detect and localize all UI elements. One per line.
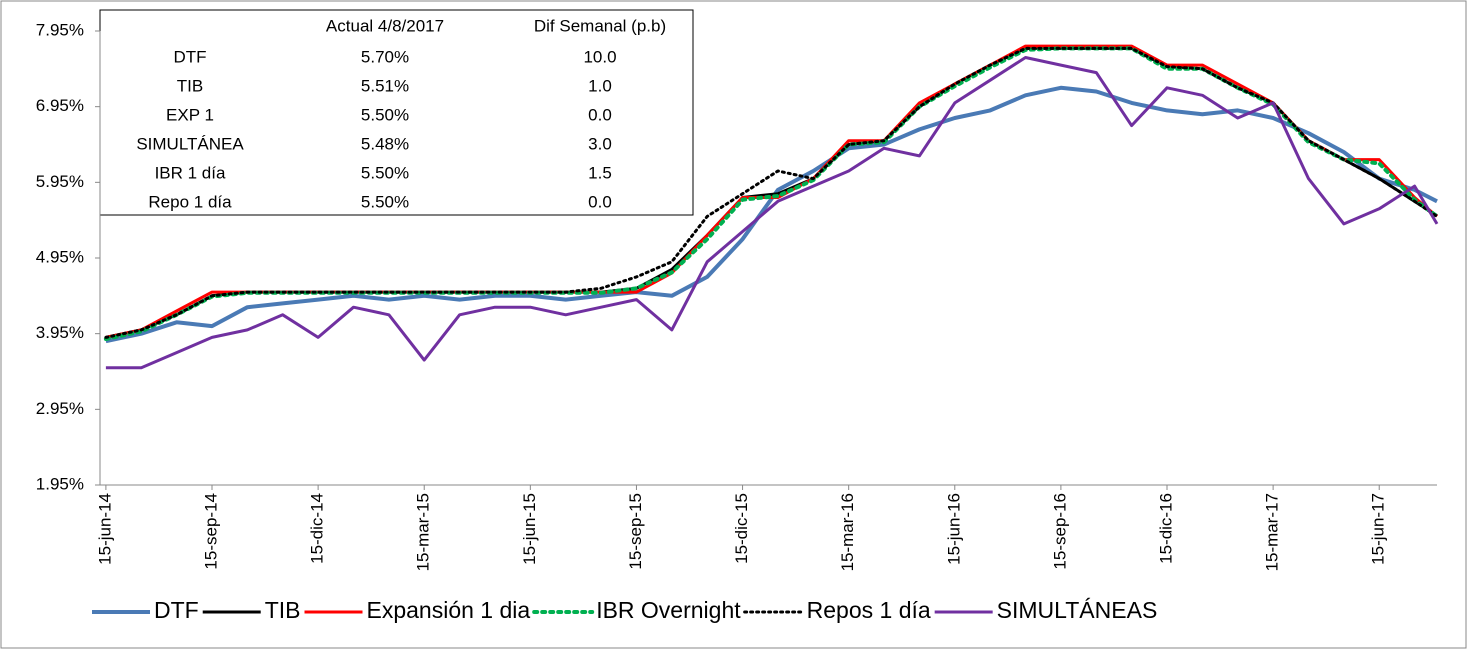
- table-cell: 1.0: [588, 76, 612, 95]
- y-tick-label: 1.95%: [36, 474, 84, 493]
- summary-table: [99, 9, 694, 216]
- table-cell: 5.48%: [361, 134, 409, 153]
- legend-label: Expansión 1 dia: [367, 597, 531, 623]
- y-tick-label: 2.95%: [36, 399, 84, 418]
- x-tick-label: 15-sep-14: [201, 493, 220, 570]
- table-cell: 10.0: [583, 47, 616, 66]
- x-tick-label: 15-jun-15: [520, 493, 539, 565]
- x-tick-label: 15-jun-14: [95, 493, 114, 565]
- y-tick-label: 7.95%: [36, 20, 84, 39]
- x-tick-label: 15-jun-17: [1369, 493, 1388, 565]
- y-tick-label: 3.95%: [36, 323, 84, 342]
- table-cell: 5.70%: [361, 47, 409, 66]
- x-tick-label: 15-mar-17: [1263, 493, 1282, 571]
- table-cell: IBR 1 día: [155, 163, 226, 182]
- table-cell: SIMULTÁNEA: [136, 134, 244, 153]
- legend-label: TIB: [265, 597, 301, 623]
- table-cell: 3.0: [588, 134, 612, 153]
- series-line: [105, 56, 1439, 370]
- table-header: Dif Semanal (p.b): [534, 16, 666, 35]
- x-tick-label: 15-jun-16: [944, 493, 963, 565]
- x-tick-label: 15-dic-14: [308, 493, 327, 564]
- x-tick-label: 15-dic-15: [732, 493, 751, 564]
- legend-label: DTF: [154, 597, 199, 623]
- table-cell: TIB: [177, 76, 203, 95]
- series-line: [104, 46, 1439, 339]
- table-cell: 1.5: [588, 163, 612, 182]
- table-cell: 5.50%: [361, 105, 409, 124]
- table-cell: 0.0: [588, 105, 612, 124]
- x-tick-label: 15-sep-15: [626, 493, 645, 570]
- table-cell: EXP 1: [166, 105, 214, 124]
- legend-label: SIMULTÁNEAS: [997, 597, 1158, 623]
- table-cell: 0.0: [588, 192, 612, 211]
- legend-label: IBR Overnight: [596, 597, 741, 623]
- table-cell: 5.50%: [361, 163, 409, 182]
- y-tick-label: 5.95%: [36, 172, 84, 191]
- table-cell: DTF: [173, 47, 206, 66]
- x-tick-label: 15-dic-16: [1156, 493, 1175, 564]
- y-tick-label: 6.95%: [36, 96, 84, 115]
- table-cell: 5.51%: [361, 76, 409, 95]
- table-header: Actual 4/8/2017: [326, 16, 444, 35]
- y-tick-label: 4.95%: [36, 247, 84, 266]
- legend-label: Repos 1 día: [807, 597, 931, 623]
- table-cell: 5.50%: [361, 192, 409, 211]
- x-tick-label: 15-mar-15: [414, 493, 433, 571]
- x-tick-label: 15-mar-16: [838, 493, 857, 571]
- x-tick-label: 15-sep-16: [1050, 493, 1069, 570]
- table-cell: Repo 1 día: [148, 192, 232, 211]
